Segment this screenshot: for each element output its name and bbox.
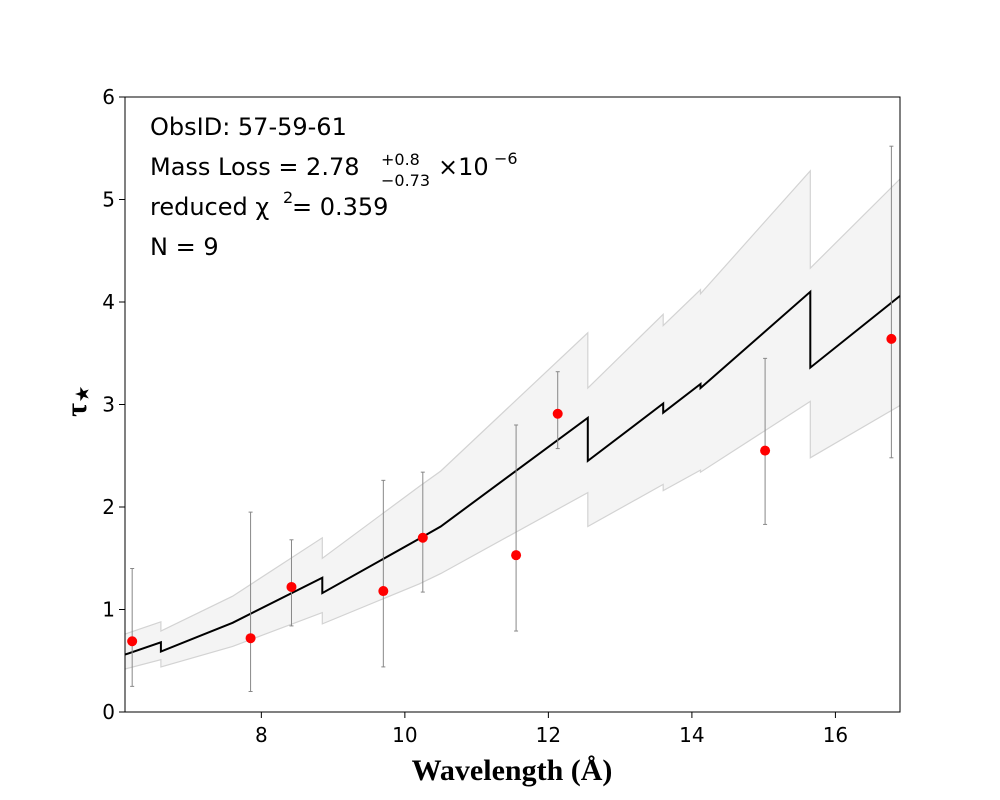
chi-value: = 0.359 [292,193,388,221]
data-point [378,586,389,597]
mass-loss-lower-error: −0.73 [381,171,430,190]
y-tick-label: 0 [102,700,115,724]
data-point [760,445,771,456]
data-point [127,636,138,647]
data-point [552,408,563,419]
mass-loss-exponent-base: ×10 [438,153,489,181]
n-label: N = 9 [150,233,219,261]
x-tick-label: 8 [255,723,268,747]
x-tick-label: 12 [536,723,561,747]
y-axis-title-subscript: ⋆ [66,385,99,404]
mass-loss-exponent: −6 [494,149,518,168]
model-uncertainty-band [124,169,901,670]
band-fill [125,170,900,670]
mass-loss-value: Mass Loss = 2.78 [150,153,360,181]
y-tick-label: 3 [102,393,115,417]
chi-superscript: 2 [283,188,293,207]
x-tick-label: 16 [823,723,848,747]
chi-prefix: reduced χ [150,193,269,221]
y-tick-label: 6 [102,85,115,109]
y-tick-label: 4 [102,290,115,314]
band-lower-edge [124,400,901,670]
y-tick-label: 5 [102,188,115,212]
data-point [245,633,256,644]
data-point [886,333,897,344]
x-tick-label: 10 [392,723,417,747]
band-upper-edge [124,169,901,635]
chi-label: reduced χ [150,193,269,221]
x-tick-label: 14 [679,723,704,747]
y-tick-label: 1 [102,598,115,622]
y-axis-ticks: 0 1 2 3 4 5 6 [102,85,125,724]
y-axis-title: τ ⋆ [60,385,99,417]
annotation-box: ObsID: 57-59-61 Mass Loss = 2.78 +0.8 −0… [150,113,518,261]
data-point [417,532,428,543]
data-point [286,581,297,592]
mass-loss-upper-error: +0.8 [381,150,420,169]
y-tick-label: 2 [102,495,115,519]
model-curve [124,289,901,656]
data-points [127,333,897,647]
x-axis-ticks: 8 10 12 14 16 [255,712,848,747]
model-line [124,289,901,656]
data-point [511,550,522,561]
obsid-label: ObsID: 57-59-61 [150,113,347,141]
x-axis-title: Wavelength (Å) [412,754,613,787]
mass-loss-label: Mass Loss = 2.78 [150,153,360,181]
y-axis-title-symbol: τ [60,403,93,417]
